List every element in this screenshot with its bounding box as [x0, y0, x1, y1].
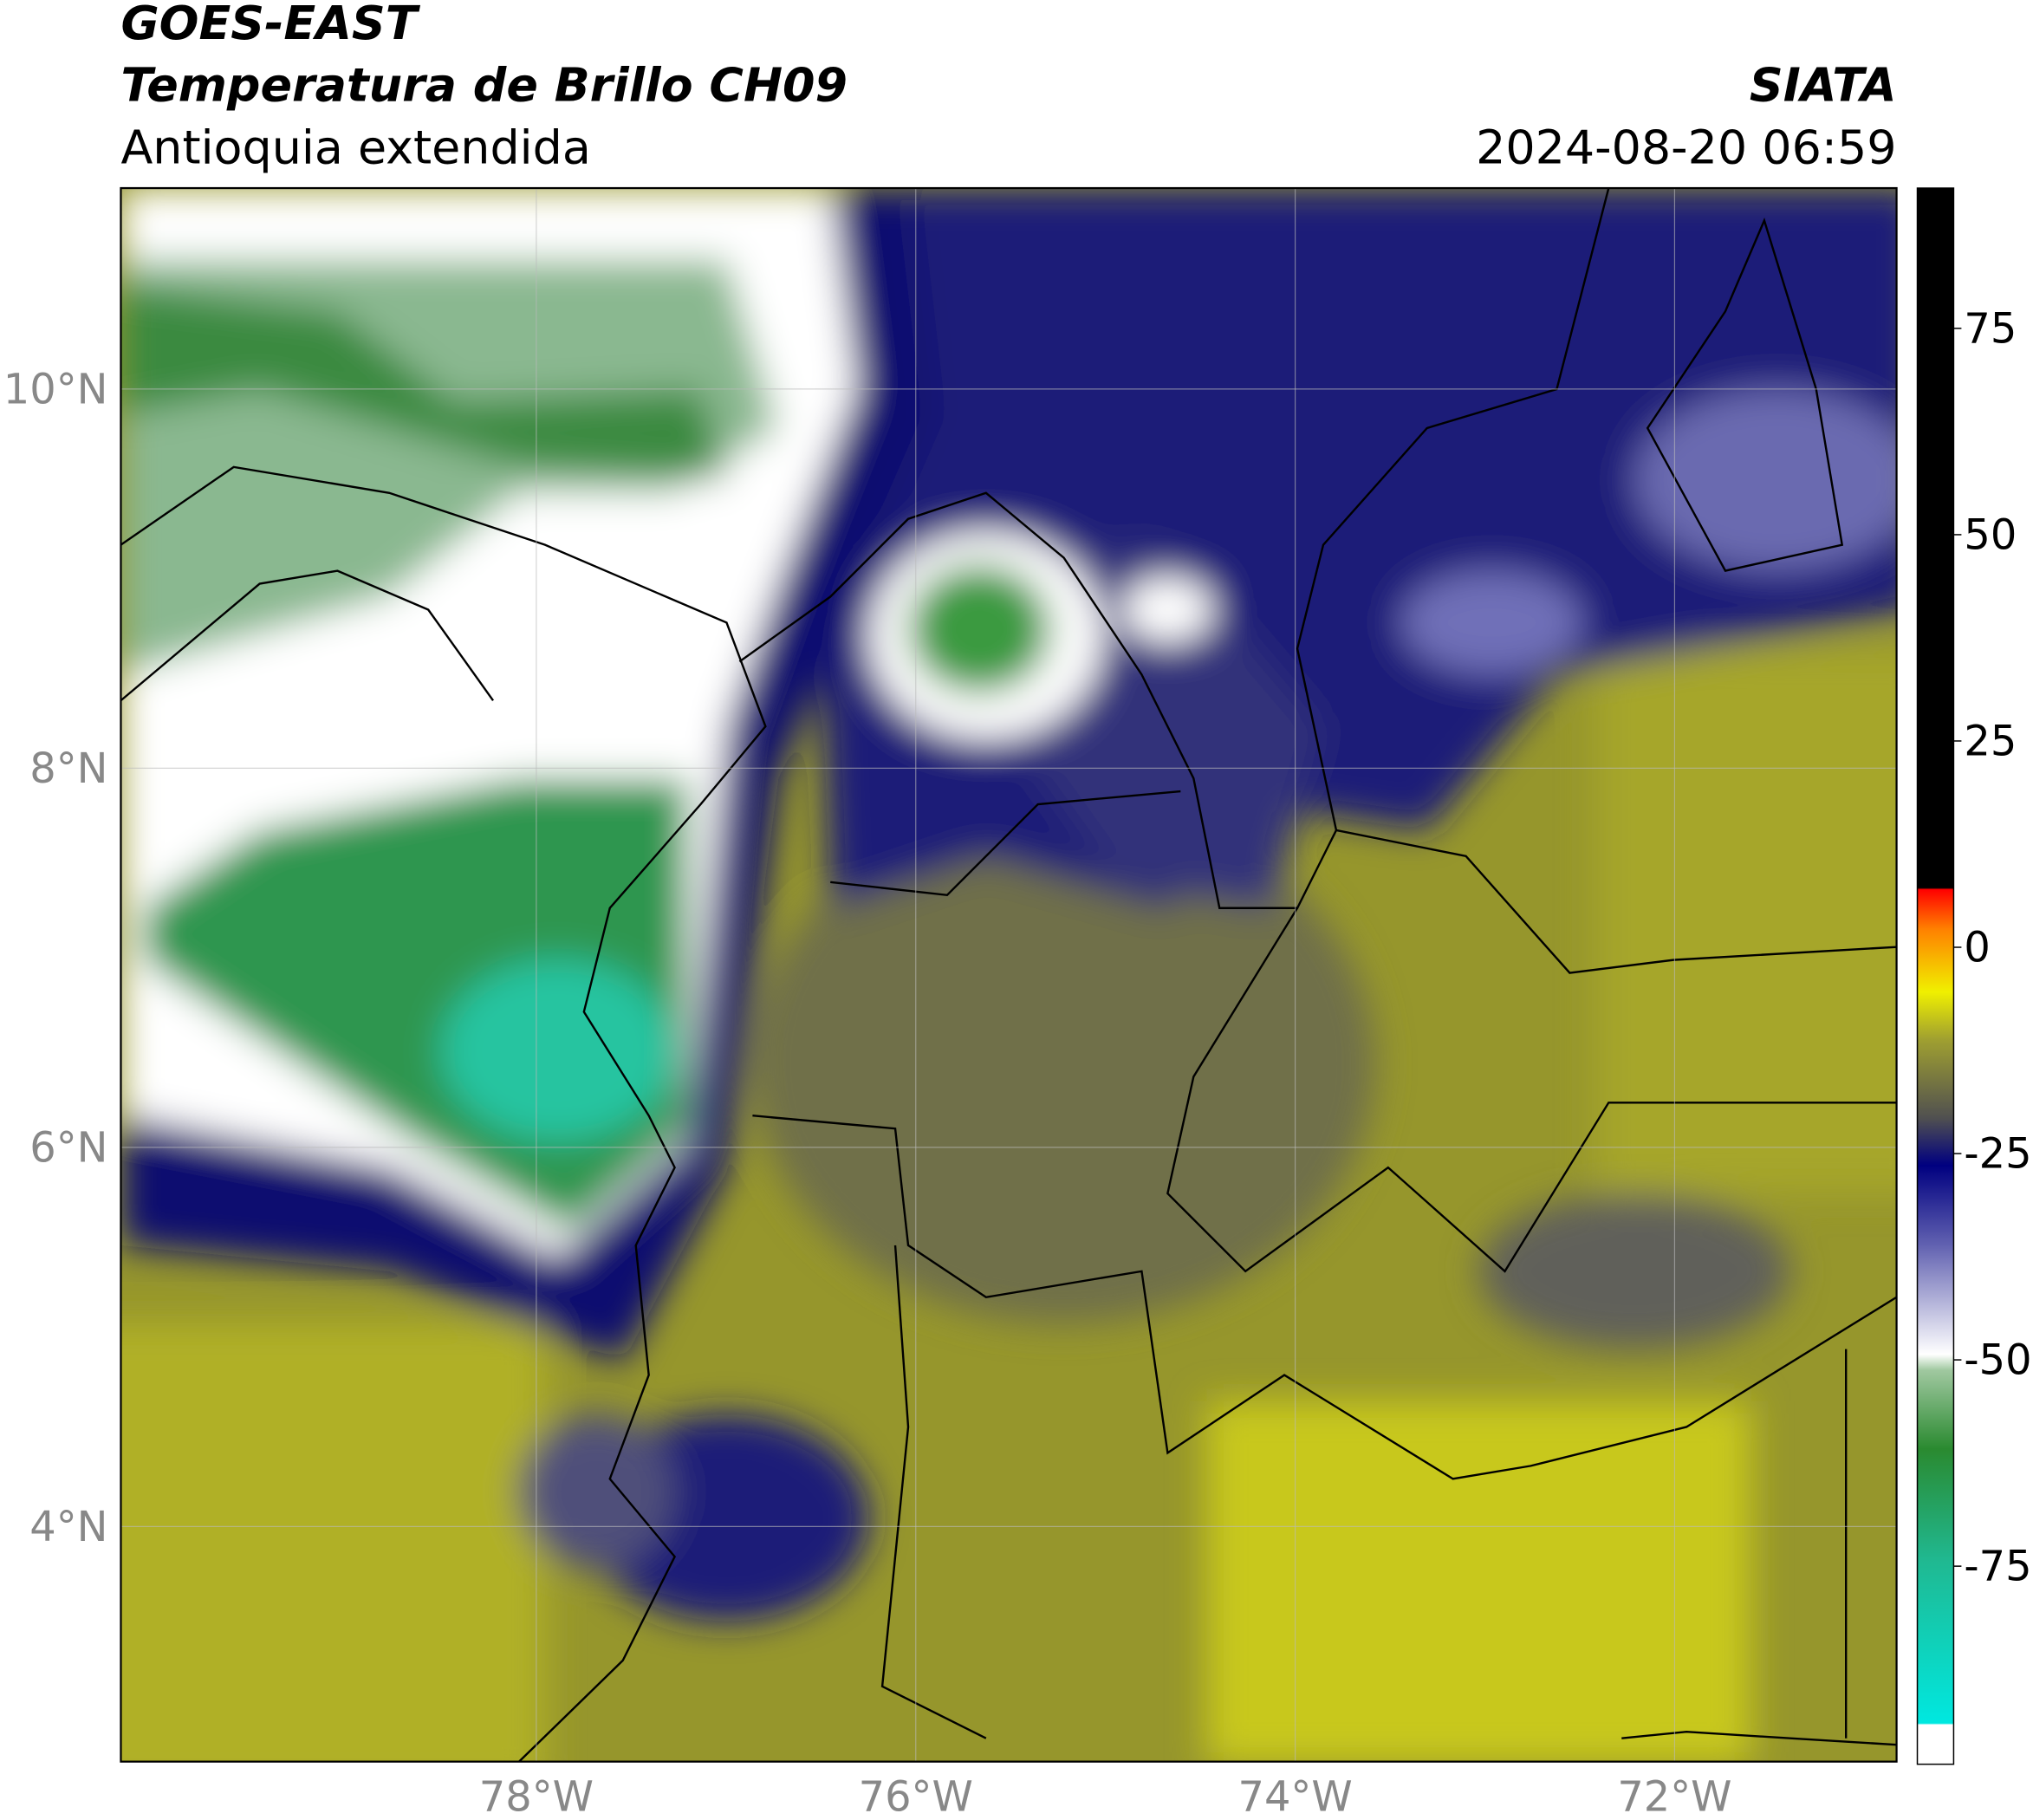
- x-tick-label: 72°W: [1617, 1774, 1731, 1820]
- colorbar-tick-label: 50: [1964, 511, 2017, 559]
- y-tick-label: 10°N: [3, 366, 108, 413]
- colorbar-tick-label: -75: [1964, 1544, 2031, 1591]
- region: Antioquia extendida: [120, 120, 590, 175]
- colorbar-tick-label: 0: [1964, 924, 1990, 972]
- y-tick-label: 8°N: [29, 745, 107, 793]
- y-tick-label: 4°N: [29, 1504, 107, 1551]
- datetime: 2024-08-20 06:59: [1476, 120, 1896, 175]
- x-tick-label: 78°W: [479, 1774, 594, 1820]
- subtitle: Temperatura de Brillo CH09: [120, 58, 848, 113]
- graticule: [120, 188, 1897, 1762]
- colorbar-tick-label: -25: [1964, 1131, 2031, 1179]
- x-tick-label: 76°W: [859, 1774, 973, 1820]
- colorbar-tick-label: -50: [1964, 1337, 2031, 1385]
- y-tick-label: 6°N: [29, 1124, 107, 1172]
- colorbar: [1916, 187, 1955, 1765]
- source: SIATA: [1750, 58, 1897, 113]
- colorbar-tick-label: 25: [1964, 718, 2017, 765]
- title: GOES-EAST: [120, 0, 420, 50]
- map-frame: [120, 186, 1898, 1763]
- satellite-image: [120, 188, 1897, 1762]
- colorbar-tick-label: 75: [1964, 305, 2017, 353]
- x-tick-label: 74°W: [1237, 1774, 1352, 1820]
